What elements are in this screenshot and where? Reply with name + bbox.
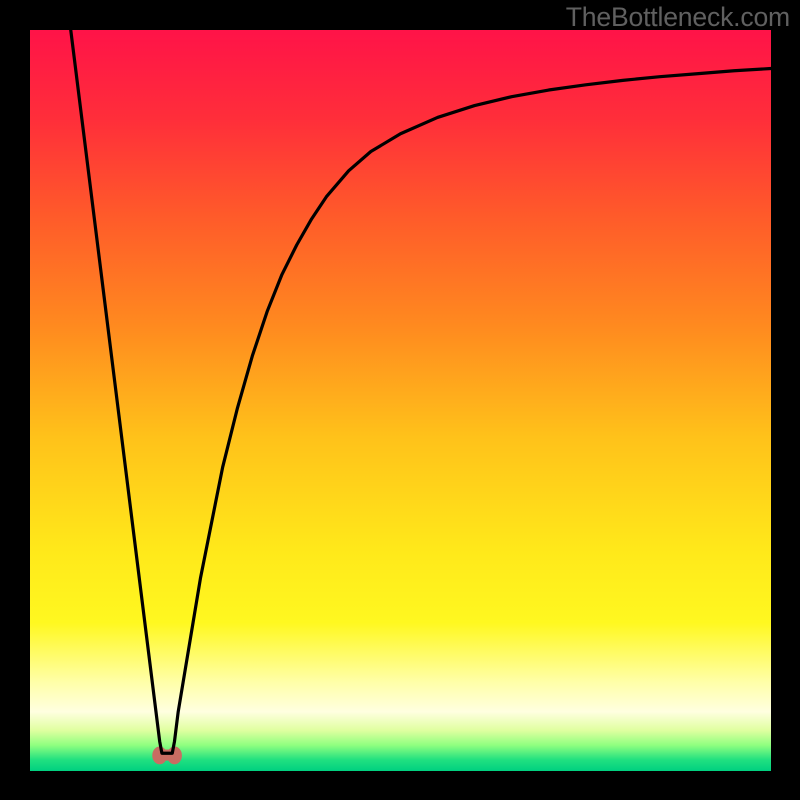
- bottleneck-chart: [0, 0, 800, 800]
- chart-stage: TheBottleneck.com: [0, 0, 800, 800]
- watermark-text: TheBottleneck.com: [566, 2, 790, 33]
- plot-background-gradient: [30, 30, 771, 771]
